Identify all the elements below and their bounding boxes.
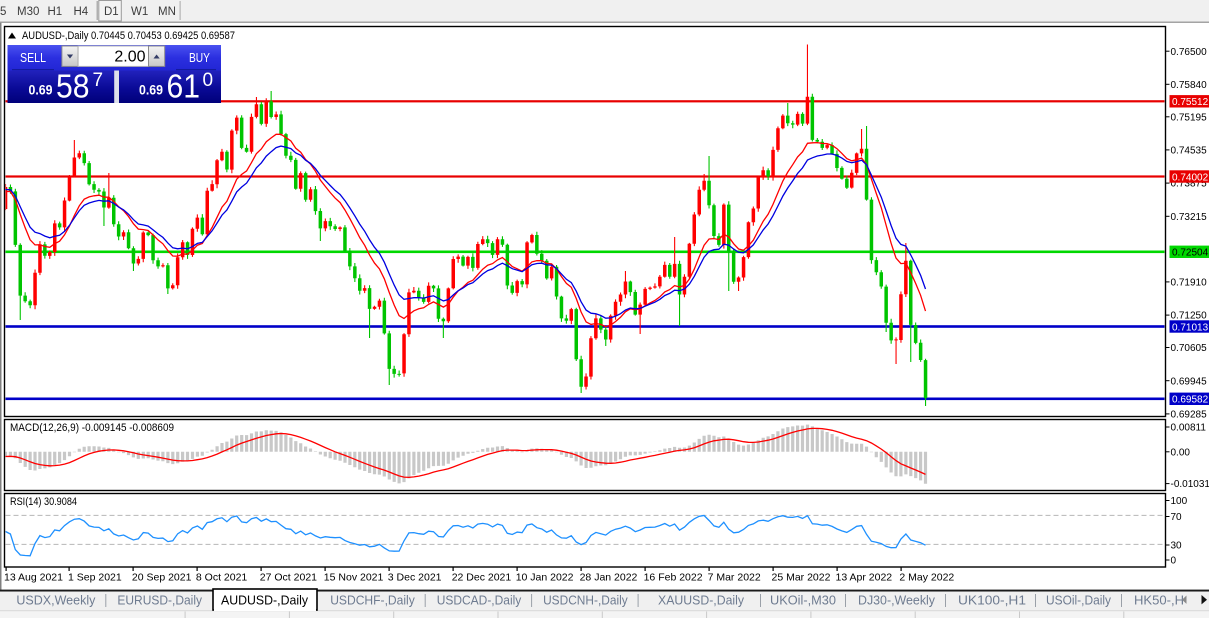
svg-text:2.00: 2.00 <box>114 49 145 66</box>
svg-text:M15: M15 <box>0 6 6 18</box>
svg-text:0.73215: 0.73215 <box>1171 212 1208 223</box>
svg-text:8 Oct 2021: 8 Oct 2021 <box>196 572 248 584</box>
svg-text:0: 0 <box>1171 556 1177 567</box>
svg-text:EURUSD-,Daily: EURUSD-,Daily <box>117 593 202 608</box>
svg-text:0.69285: 0.69285 <box>1171 410 1208 421</box>
svg-text:W1: W1 <box>131 6 148 18</box>
svg-text:10 Jan 2022: 10 Jan 2022 <box>516 572 574 584</box>
svg-text:1 Sep 2021: 1 Sep 2021 <box>68 572 122 584</box>
svg-text:AUDUSD-,Daily 0.70445 0.70453: AUDUSD-,Daily 0.70445 0.70453 0.69425 0.… <box>22 30 235 42</box>
svg-text:30: 30 <box>1171 541 1183 552</box>
svg-text:0.69945: 0.69945 <box>1171 376 1208 387</box>
svg-text:MACD(12,26,9) -0.009145 -0.008: MACD(12,26,9) -0.009145 -0.008609 <box>10 422 174 434</box>
svg-text:0.75195: 0.75195 <box>1171 112 1208 123</box>
svg-text:0.71250: 0.71250 <box>1171 311 1208 322</box>
svg-text:DJ30-,Weekly: DJ30-,Weekly <box>858 593 935 608</box>
svg-text:H4: H4 <box>74 6 89 18</box>
svg-text:SELL: SELL <box>20 51 46 65</box>
svg-text:0.71910: 0.71910 <box>1171 278 1208 289</box>
svg-text:25 Mar 2022: 25 Mar 2022 <box>772 572 831 584</box>
svg-text:USDX,Weekly: USDX,Weekly <box>16 593 95 608</box>
svg-text:XAUUSD-,Daily: XAUUSD-,Daily <box>658 593 744 608</box>
svg-text:MN: MN <box>158 6 176 18</box>
svg-text:USOil-,Daily: USOil-,Daily <box>1046 593 1111 608</box>
svg-text:27 Oct 2021: 27 Oct 2021 <box>260 572 317 584</box>
svg-text:2 May 2022: 2 May 2022 <box>899 572 954 584</box>
svg-text:0.00: 0.00 <box>1171 447 1191 458</box>
svg-text:0: 0 <box>203 70 214 91</box>
svg-text:0.70605: 0.70605 <box>1171 343 1208 354</box>
svg-text:58: 58 <box>56 69 90 106</box>
svg-text:HK50-,H: HK50-,H <box>1134 593 1184 608</box>
svg-text:22 Dec 2021: 22 Dec 2021 <box>452 572 512 584</box>
svg-text:BUY: BUY <box>189 51 211 65</box>
svg-text:AUDUSD-,Daily: AUDUSD-,Daily <box>221 593 308 608</box>
svg-text:7: 7 <box>93 70 104 91</box>
svg-text:USDCHF-,Daily: USDCHF-,Daily <box>330 593 415 608</box>
svg-text:USDCAD-,Daily: USDCAD-,Daily <box>437 593 522 608</box>
svg-text:70: 70 <box>1171 512 1183 523</box>
svg-text:100: 100 <box>1171 496 1188 507</box>
svg-text:7 Mar 2022: 7 Mar 2022 <box>708 572 761 584</box>
svg-text:0.74535: 0.74535 <box>1171 146 1208 157</box>
svg-text:0.69582: 0.69582 <box>1172 395 1209 406</box>
svg-text:13 Apr 2022: 13 Apr 2022 <box>836 572 893 584</box>
svg-text:13 Aug 2021: 13 Aug 2021 <box>4 572 63 584</box>
svg-text:0.69: 0.69 <box>29 82 53 98</box>
svg-text:H1: H1 <box>48 6 63 18</box>
svg-text:0.69: 0.69 <box>139 82 163 98</box>
svg-text:M30: M30 <box>17 6 39 18</box>
svg-text:D1: D1 <box>104 6 119 18</box>
svg-text:RSI(14) 30.9084: RSI(14) 30.9084 <box>10 496 77 508</box>
svg-text:0.72504: 0.72504 <box>1172 248 1209 259</box>
svg-text:61: 61 <box>167 69 201 106</box>
svg-text:0.75512: 0.75512 <box>1172 97 1209 108</box>
svg-text:0.73875: 0.73875 <box>1171 179 1208 190</box>
svg-text:UKOil-,M30: UKOil-,M30 <box>770 593 836 608</box>
svg-text:28 Jan 2022: 28 Jan 2022 <box>580 572 638 584</box>
svg-text:0.00811: 0.00811 <box>1171 423 1207 434</box>
svg-text:20 Sep 2021: 20 Sep 2021 <box>132 572 192 584</box>
svg-text:0.71013: 0.71013 <box>1172 322 1209 333</box>
svg-text:0.76500: 0.76500 <box>1171 47 1208 58</box>
svg-text:3 Dec 2021: 3 Dec 2021 <box>388 572 442 584</box>
svg-text:0.75840: 0.75840 <box>1171 80 1208 91</box>
svg-text:USDCNH-,Daily: USDCNH-,Daily <box>543 593 628 608</box>
svg-text:16 Feb 2022: 16 Feb 2022 <box>644 572 703 584</box>
svg-text:UK100-,H1: UK100-,H1 <box>958 593 1026 608</box>
svg-text:0.74002: 0.74002 <box>1172 172 1209 183</box>
svg-text:15 Nov 2021: 15 Nov 2021 <box>324 572 384 584</box>
